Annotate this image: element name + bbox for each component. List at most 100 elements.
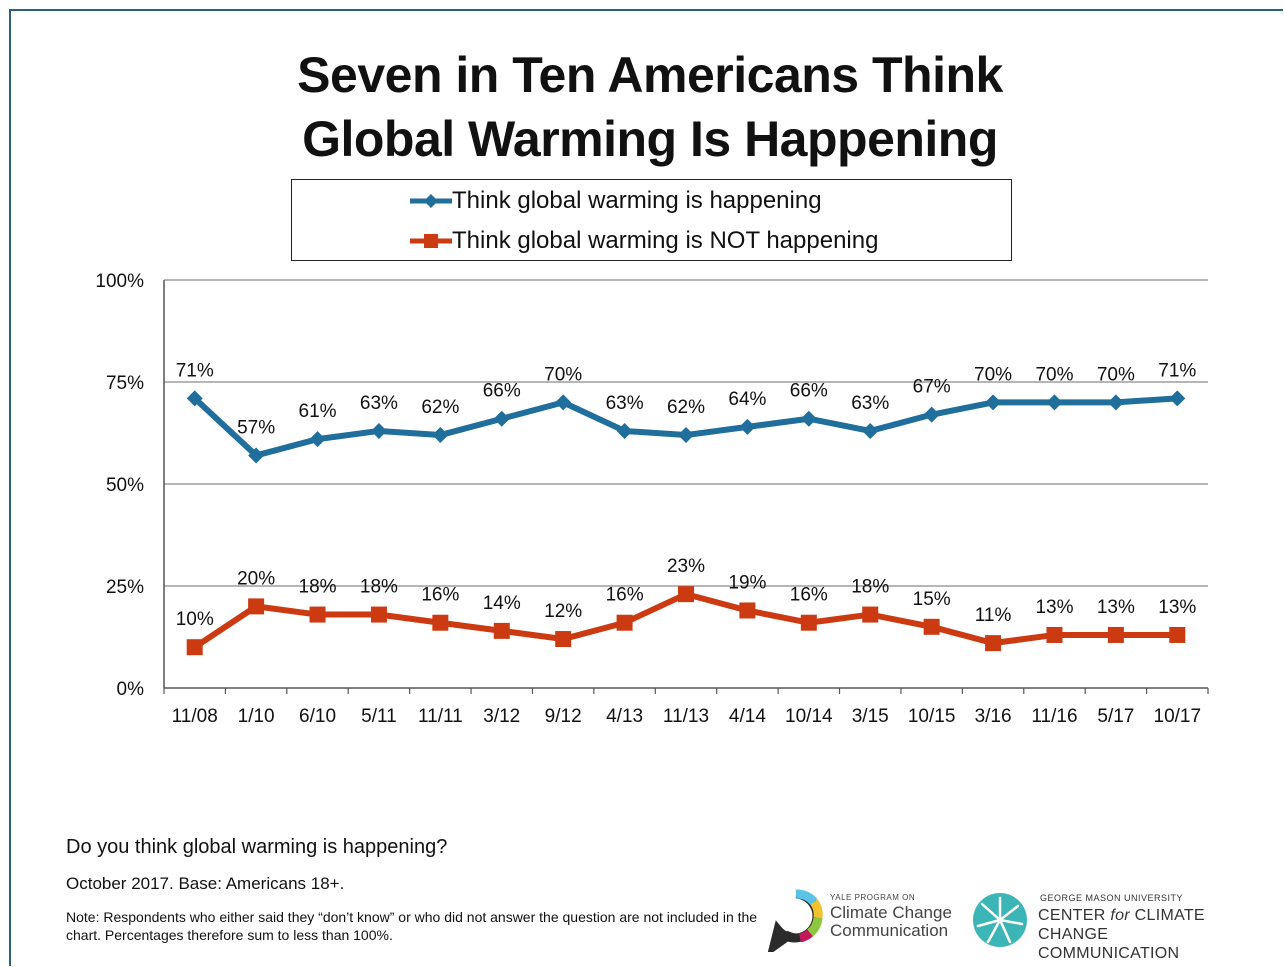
data-label: 66% — [790, 381, 828, 402]
data-point-square — [493, 622, 510, 639]
data-point-diamond — [1107, 394, 1124, 411]
gmu-logo-text: CENTER for CLIMATE CHANGE COMMUNICATION — [1038, 906, 1270, 963]
data-label: 70% — [974, 364, 1012, 385]
data-point-square — [248, 598, 265, 615]
data-label: 13% — [1035, 597, 1073, 618]
data-point-diamond — [800, 410, 817, 427]
data-point-square — [1107, 626, 1124, 643]
y-tick-label: 0% — [117, 679, 145, 700]
legend-label-happening: Think global warming is happening — [452, 187, 822, 214]
data-point-diamond — [186, 390, 203, 407]
gmu-logo-line2: COMMUNICATION — [1038, 945, 1180, 962]
data-point-diamond — [923, 406, 940, 423]
survey-base: October 2017. Base: Americans 18+. — [66, 874, 345, 893]
data-point-square — [985, 635, 1002, 652]
x-tick-label: 3/12 — [483, 706, 520, 727]
chart-title-line2: Global Warming Is Happening — [302, 111, 998, 167]
data-point-square — [309, 606, 326, 623]
data-point-square — [1046, 626, 1063, 643]
data-label: 12% — [544, 601, 582, 622]
x-tick-label: 6/10 — [299, 706, 336, 727]
data-label: 64% — [728, 389, 766, 410]
yale-logo-line1: Climate Change — [830, 903, 952, 922]
legend-marker-square-icon — [410, 234, 452, 248]
slide-frame — [9, 9, 1283, 966]
x-tick-label: 10/14 — [785, 706, 833, 727]
data-label: 63% — [360, 393, 398, 414]
x-tick-label: 3/16 — [975, 706, 1012, 727]
data-label: 13% — [1158, 597, 1196, 618]
yale-logo: YALE PROGRAM ON Climate Change Communica… — [766, 886, 966, 956]
data-point-diamond — [493, 410, 510, 427]
data-label: 61% — [299, 401, 337, 422]
data-point-square — [800, 614, 817, 631]
survey-note: Note: Respondents who either said they “… — [66, 909, 758, 943]
data-point-diamond — [555, 394, 572, 411]
data-label: 16% — [421, 585, 459, 606]
data-label: 62% — [667, 397, 705, 418]
data-point-square — [555, 631, 572, 648]
data-label: 63% — [606, 393, 644, 414]
data-label: 70% — [544, 364, 582, 385]
data-label: 10% — [176, 609, 214, 630]
legend-marker-diamond-icon — [410, 194, 452, 208]
x-tick-label: 11/08 — [172, 706, 218, 727]
data-label: 66% — [483, 381, 521, 402]
x-tick-label: 5/11 — [361, 706, 397, 727]
y-tick-label: 75% — [106, 373, 144, 394]
data-label: 16% — [790, 585, 828, 606]
yale-logo-line2: Communication — [830, 921, 949, 940]
data-point-square — [432, 614, 449, 631]
gmu-logo-line1-b: for — [1110, 907, 1130, 924]
data-label: 23% — [667, 556, 705, 577]
x-tick-label: 11/11 — [418, 706, 463, 727]
gmu-logo: GEORGE MASON UNIVERSITY CENTER for CLIMA… — [970, 886, 1270, 962]
x-tick-label: 11/13 — [663, 706, 709, 727]
x-tick-label: 9/12 — [545, 706, 582, 727]
data-point-diamond — [678, 427, 694, 444]
data-label: 15% — [913, 589, 951, 610]
data-point-diamond — [370, 422, 387, 439]
data-point-square — [739, 602, 756, 619]
gmu-logo-small: GEORGE MASON UNIVERSITY — [1040, 893, 1184, 903]
chart-legend: Think global warming is happening Think … — [291, 179, 1012, 261]
data-label: 57% — [237, 417, 275, 438]
yale-ring-icon — [767, 889, 823, 952]
data-point-diamond — [248, 447, 265, 464]
survey-question: Do you think global warming is happening… — [66, 836, 448, 858]
data-point-square — [616, 614, 633, 631]
data-point-diamond — [985, 394, 1002, 411]
x-tick-label: 10/15 — [908, 706, 956, 727]
data-point-diamond — [862, 422, 879, 439]
data-label: 16% — [606, 585, 644, 606]
data-label: 19% — [728, 572, 766, 593]
data-point-diamond — [1046, 394, 1063, 411]
y-tick-label: 25% — [106, 577, 144, 598]
yale-logo-text: Climate Change Communication — [830, 904, 952, 940]
data-point-diamond — [1169, 390, 1186, 407]
x-tick-label: 10/17 — [1154, 706, 1202, 727]
data-label: 67% — [913, 377, 951, 398]
data-point-square — [678, 586, 694, 603]
chart-title-line1: Seven in Ten Americans Think — [297, 47, 1003, 103]
data-label: 20% — [237, 568, 275, 589]
yale-logo-small: YALE PROGRAM ON — [830, 893, 916, 902]
y-tick-label: 50% — [106, 475, 144, 496]
data-point-diamond — [616, 422, 633, 439]
data-point-square — [1169, 626, 1186, 643]
data-point-square — [862, 606, 879, 623]
data-label: 18% — [360, 577, 398, 598]
data-label: 71% — [176, 360, 214, 381]
legend-label-not-happening: Think global warming is NOT happening — [452, 227, 879, 254]
data-point-diamond — [739, 418, 756, 435]
gmu-logo-line1-a: CENTER — [1038, 907, 1111, 924]
x-tick-label: 4/14 — [729, 706, 766, 727]
legend-item-not-happening: Think global warming is NOT happening — [410, 226, 878, 256]
x-tick-label: 1/10 — [238, 706, 275, 727]
x-tick-label: 4/13 — [606, 706, 643, 727]
x-tick-label: 11/16 — [1031, 706, 1077, 727]
data-label: 13% — [1097, 597, 1135, 618]
y-tick-label: 100% — [95, 271, 144, 292]
x-tick-label: 5/17 — [1097, 706, 1134, 727]
data-label: 18% — [299, 577, 337, 598]
